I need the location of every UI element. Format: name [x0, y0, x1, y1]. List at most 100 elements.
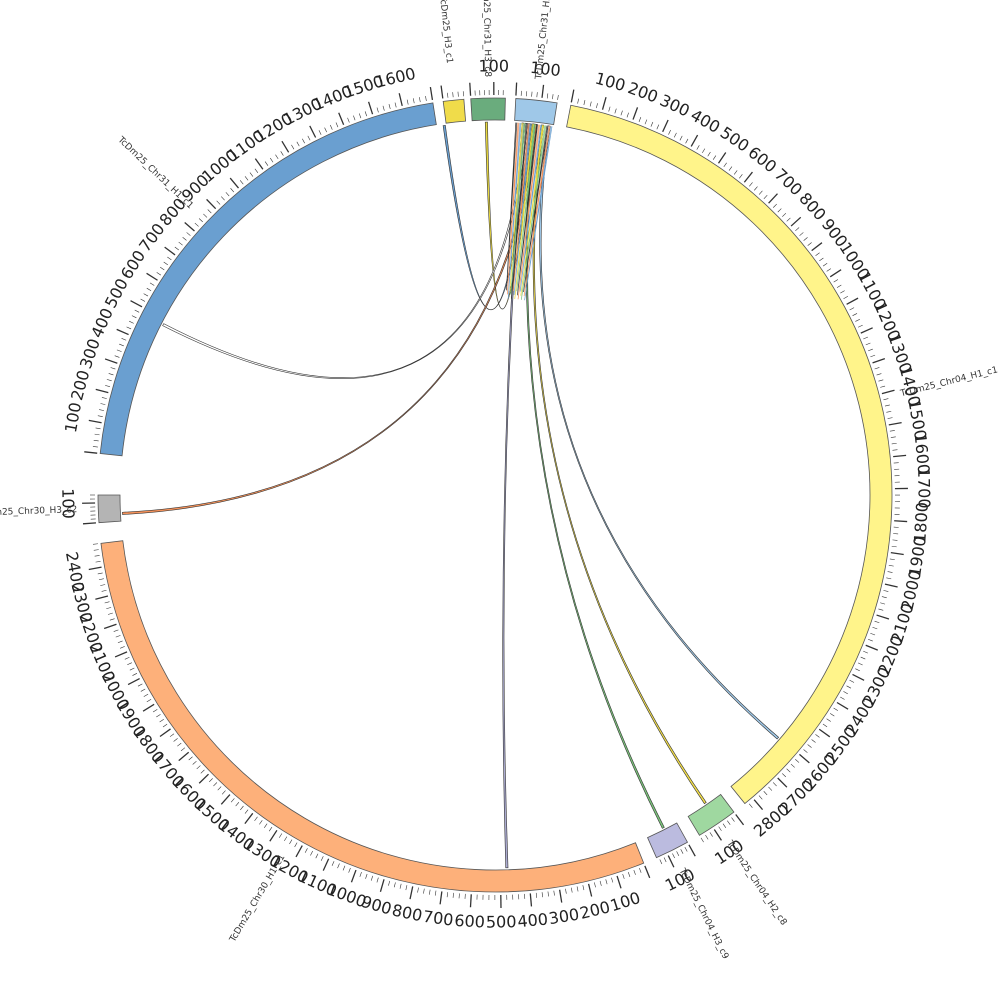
minor-tick	[92, 543, 99, 545]
minor-tick	[156, 272, 162, 276]
minor-tick	[221, 790, 226, 795]
minor-tick	[93, 439, 99, 442]
minor-tick	[152, 709, 158, 713]
major-tick	[790, 216, 802, 227]
minor-tick	[676, 851, 680, 856]
major-tick	[768, 193, 778, 204]
minor-tick	[705, 834, 709, 840]
major-tick	[829, 269, 842, 278]
tick-marks	[82, 81, 908, 908]
link	[525, 123, 665, 829]
minor-tick	[239, 180, 244, 185]
major-tick	[469, 82, 472, 96]
minor-tick	[97, 415, 103, 417]
minor-tick	[888, 564, 894, 567]
segment-name-tcdm25-chr30-h3-c2: TcDm25_Chr30_H3_c2	[0, 505, 77, 519]
minor-tick	[758, 795, 763, 800]
tick-label: 100	[529, 58, 562, 80]
minor-tick	[843, 295, 849, 299]
minor-tick	[263, 823, 268, 829]
tick-labels: 1002003004005006007008009001000110012001…	[58, 56, 933, 931]
minor-tick	[156, 714, 161, 718]
band-tcdm25-chr30-h3-c2[interactable]	[97, 494, 122, 524]
major-tick	[860, 327, 873, 334]
minor-tick	[659, 859, 663, 865]
minor-tick	[557, 94, 559, 100]
minor-tick	[709, 832, 713, 837]
minor-tick	[639, 867, 642, 873]
minor-tick	[763, 791, 768, 796]
tick-label: 200	[67, 368, 93, 402]
major-tick	[735, 814, 745, 826]
minor-tick	[863, 336, 869, 340]
band-tcdm25-chr31-h3-c9[interactable]	[514, 98, 558, 126]
minor-tick	[547, 891, 549, 897]
major-tick	[429, 86, 434, 101]
minor-tick	[733, 170, 738, 175]
bundle-link	[516, 124, 536, 292]
minor-tick	[886, 577, 892, 580]
minor-tick	[822, 263, 828, 267]
minor-tick	[315, 853, 319, 859]
minor-tick	[335, 122, 339, 128]
minor-tick	[843, 691, 848, 695]
minor-tick	[146, 699, 152, 703]
minor-tick	[318, 130, 322, 135]
minor-tick	[815, 252, 820, 256]
minor-tick	[348, 867, 351, 873]
minor-tick	[890, 436, 896, 438]
major-tick	[570, 89, 575, 103]
minor-tick	[870, 354, 876, 358]
minor-tick	[884, 404, 890, 407]
minor-tick	[95, 427, 101, 430]
band-tcdm25-chr31-h1-c1[interactable]	[99, 102, 437, 457]
major-tick	[890, 551, 904, 556]
minor-tick	[159, 718, 164, 723]
band-tcdm25-chr04-h2-c8[interactable]	[687, 793, 735, 836]
major-tick	[367, 101, 374, 115]
tick-label: 800	[390, 900, 424, 925]
minor-tick	[225, 192, 230, 197]
minor-tick	[880, 385, 886, 388]
segment-name-tcdm25-chr30-h1-c1: TcDm25_Chr30_H1_c1	[228, 853, 288, 945]
minor-tick	[254, 816, 258, 822]
bundle-link	[506, 122, 520, 295]
major-tick	[350, 869, 357, 883]
minor-tick	[93, 549, 99, 551]
minor-tick	[889, 558, 895, 561]
band-tcdm25-chr04-h1-c1[interactable]	[566, 104, 893, 805]
minor-tick	[447, 92, 449, 98]
minor-tick	[795, 227, 800, 232]
minor-tick	[160, 266, 165, 271]
segment-name-tcdm25-chr31-h3-c8: TcDm25_Chr31_H3_c8	[480, 0, 492, 77]
bundle-link	[513, 123, 532, 295]
tick-label: 400	[87, 305, 117, 341]
minor-tick	[434, 890, 437, 896]
minor-tick	[140, 688, 146, 692]
minor-tick	[132, 673, 138, 676]
minor-tick	[777, 208, 782, 213]
band-tcdm25-chr04-h3-c9[interactable]	[646, 822, 689, 859]
minor-tick	[198, 218, 203, 223]
tick-label: 500	[486, 912, 517, 931]
minor-tick	[289, 839, 293, 845]
major-tick	[269, 829, 278, 842]
major-tick	[587, 883, 593, 897]
minor-tick	[855, 319, 861, 322]
minor-tick	[394, 102, 397, 108]
band-tcdm25-chr30-h1-c1[interactable]	[100, 540, 645, 893]
minor-tick	[101, 397, 107, 399]
band-tcdm25-chr31-h3-c8[interactable]	[470, 97, 506, 122]
minor-tick	[174, 246, 179, 251]
minor-tick	[94, 555, 100, 557]
minor-tick	[388, 104, 391, 110]
minor-tick	[337, 863, 340, 869]
band-tcdm25-h3-c1[interactable]	[442, 98, 467, 124]
major-tick	[865, 644, 879, 651]
minor-tick	[235, 802, 240, 807]
minor-tick	[868, 348, 873, 352]
major-tick	[244, 812, 254, 825]
major-tick	[888, 421, 902, 426]
minor-tick	[146, 287, 152, 292]
minor-tick	[702, 148, 706, 154]
